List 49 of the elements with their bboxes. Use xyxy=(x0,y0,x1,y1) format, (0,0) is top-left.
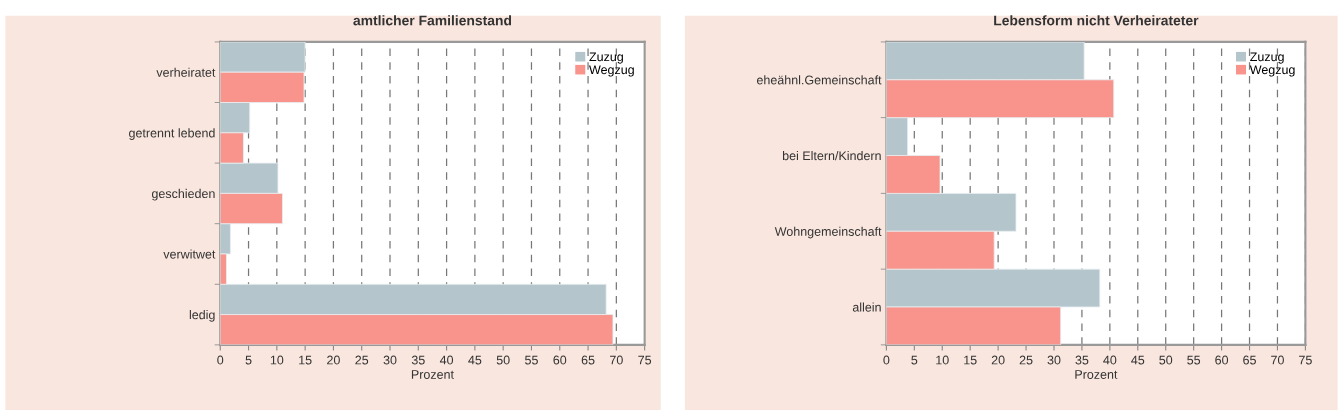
x-tick-label: 40 xyxy=(439,355,454,365)
x-tick-label: 55 xyxy=(525,355,538,365)
x-tick-label: 60 xyxy=(553,355,567,365)
y-tick-label: ledig xyxy=(189,310,215,322)
y-tick-label: allein xyxy=(852,302,881,312)
x-tick-label: 30 xyxy=(383,355,397,365)
x-tick-label: 75 xyxy=(1299,355,1312,365)
x-tick-label: 15 xyxy=(964,355,977,365)
y-tick-label: bei Eltern/Kindern xyxy=(782,150,881,161)
legend-label: Wegzug xyxy=(589,65,634,77)
y-tick-label: verheiratet xyxy=(156,67,216,77)
y-tick-label: geschieden xyxy=(151,188,215,201)
x-tick-label: 0 xyxy=(883,355,890,365)
x-tick-label: 70 xyxy=(610,355,623,365)
x-tick-label: 75 xyxy=(638,355,652,365)
x-tick-label: 0 xyxy=(217,355,224,365)
x-axis-title: Prozent xyxy=(1075,370,1118,379)
x-tick-label: 65 xyxy=(581,355,595,365)
y-tick-label: verwitwet xyxy=(163,249,216,259)
x-tick-label: 50 xyxy=(1159,355,1173,365)
x-tick-label: 60 xyxy=(1215,355,1229,365)
x-tick-label: 50 xyxy=(496,355,510,365)
x-tick-label: 10 xyxy=(936,355,949,365)
x-tick-label: 10 xyxy=(270,355,284,365)
x-tick-label: 5 xyxy=(245,355,252,365)
x-tick-label: 20 xyxy=(327,355,340,365)
legend-label: Zuzug xyxy=(589,52,623,64)
x-tick-label: 65 xyxy=(1243,355,1256,365)
x-tick-label: 55 xyxy=(1187,355,1201,365)
x-tick-label: 45 xyxy=(1131,355,1145,365)
legend-label: Wegzug xyxy=(1249,65,1295,77)
x-axis-title: Prozent xyxy=(411,370,454,379)
x-tick-label: 40 xyxy=(1103,355,1117,365)
x-tick-label: 45 xyxy=(468,355,482,365)
chart-title: Lebensform nicht Verheirateter xyxy=(994,15,1199,26)
x-tick-label: 70 xyxy=(1271,355,1284,365)
x-tick-label: 30 xyxy=(1047,355,1061,365)
x-tick-label: 5 xyxy=(911,355,918,365)
chart-title: amtlicher Familienstand xyxy=(353,15,512,26)
x-tick-label: 25 xyxy=(1019,355,1033,365)
x-tick-label: 15 xyxy=(299,355,312,365)
y-tick-label: getrennt lebend xyxy=(129,128,215,140)
y-tick-label: Wohngemeinschaft xyxy=(774,226,882,239)
x-tick-label: 25 xyxy=(355,355,369,365)
legend-label: Zuzug xyxy=(1250,52,1284,64)
y-tick-label: eheähnl.Gemeinschaft xyxy=(756,75,882,85)
x-tick-label: 35 xyxy=(1075,355,1089,365)
x-tick-label: 35 xyxy=(411,355,425,365)
x-tick-label: 20 xyxy=(991,355,1005,365)
